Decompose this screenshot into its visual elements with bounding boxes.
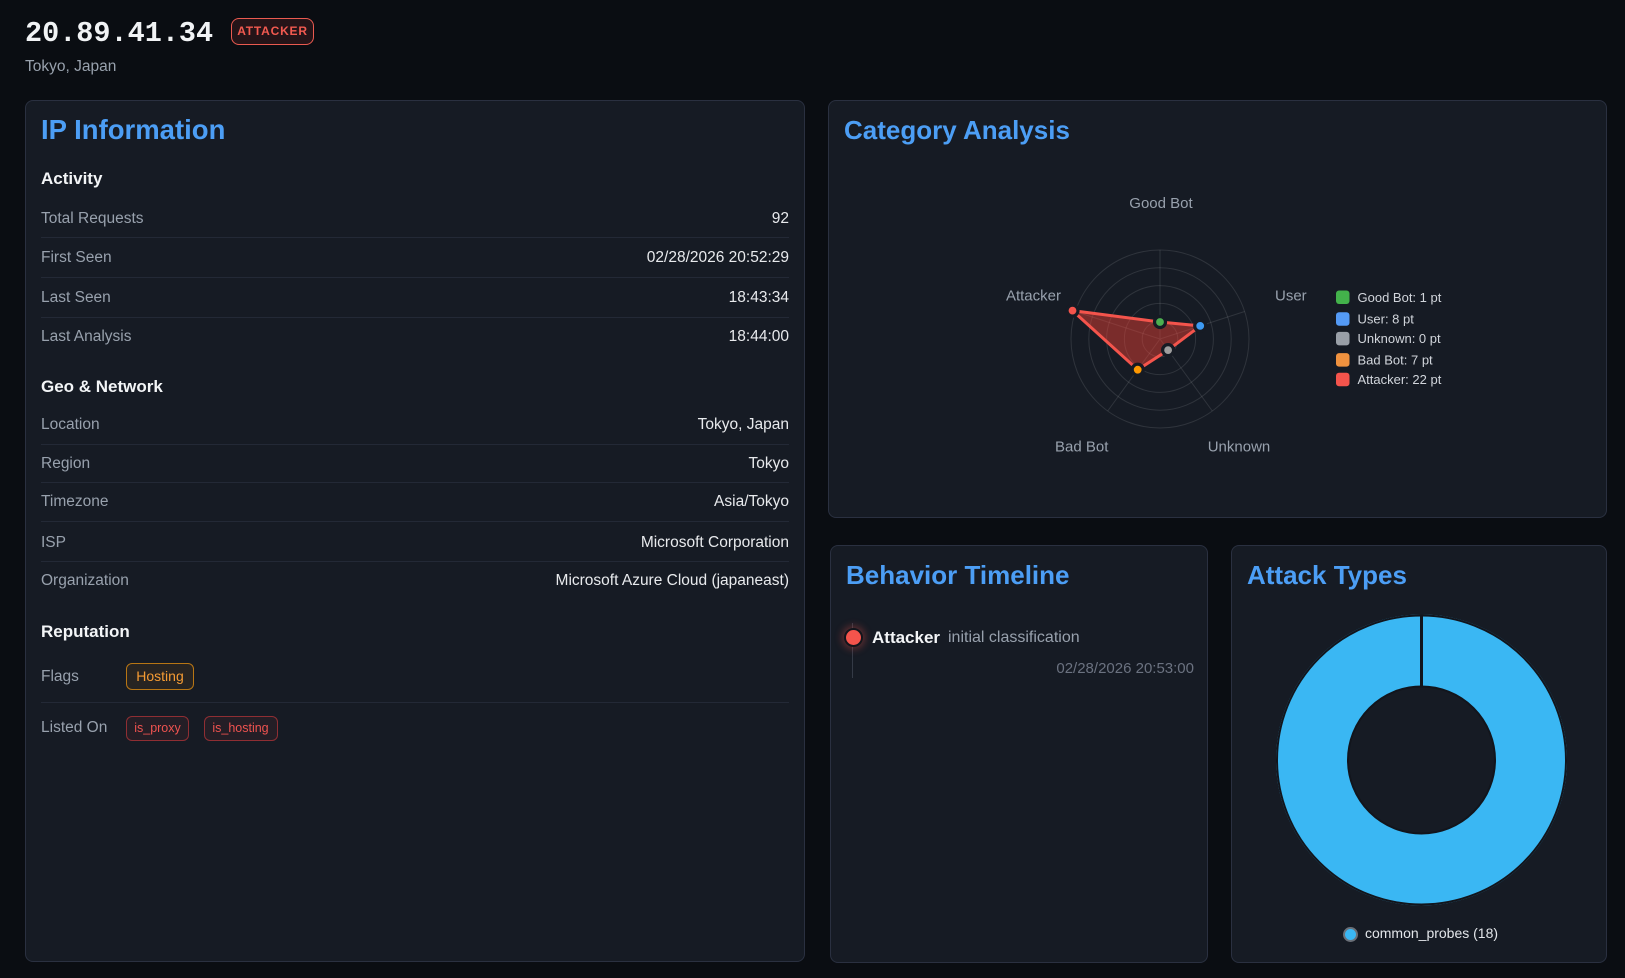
svg-text:Good Bot: 1 pt: Good Bot: 1 pt xyxy=(1358,290,1442,305)
svg-text:Good Bot: Good Bot xyxy=(1129,195,1193,212)
svg-text:Unknown: 0 pt: Unknown: 0 pt xyxy=(1358,331,1441,346)
svg-text:Bad Bot: 7 pt: Bad Bot: 7 pt xyxy=(1358,352,1434,367)
svg-text:User: 8 pt: User: 8 pt xyxy=(1358,312,1415,327)
svg-text:User: User xyxy=(1275,287,1307,304)
svg-text:Unknown: Unknown xyxy=(1208,439,1271,456)
svg-text:Attacker: 22 pt: Attacker: 22 pt xyxy=(1358,372,1442,387)
svg-text:Attacker: Attacker xyxy=(1006,287,1061,304)
svg-text:Bad Bot: Bad Bot xyxy=(1055,439,1109,456)
